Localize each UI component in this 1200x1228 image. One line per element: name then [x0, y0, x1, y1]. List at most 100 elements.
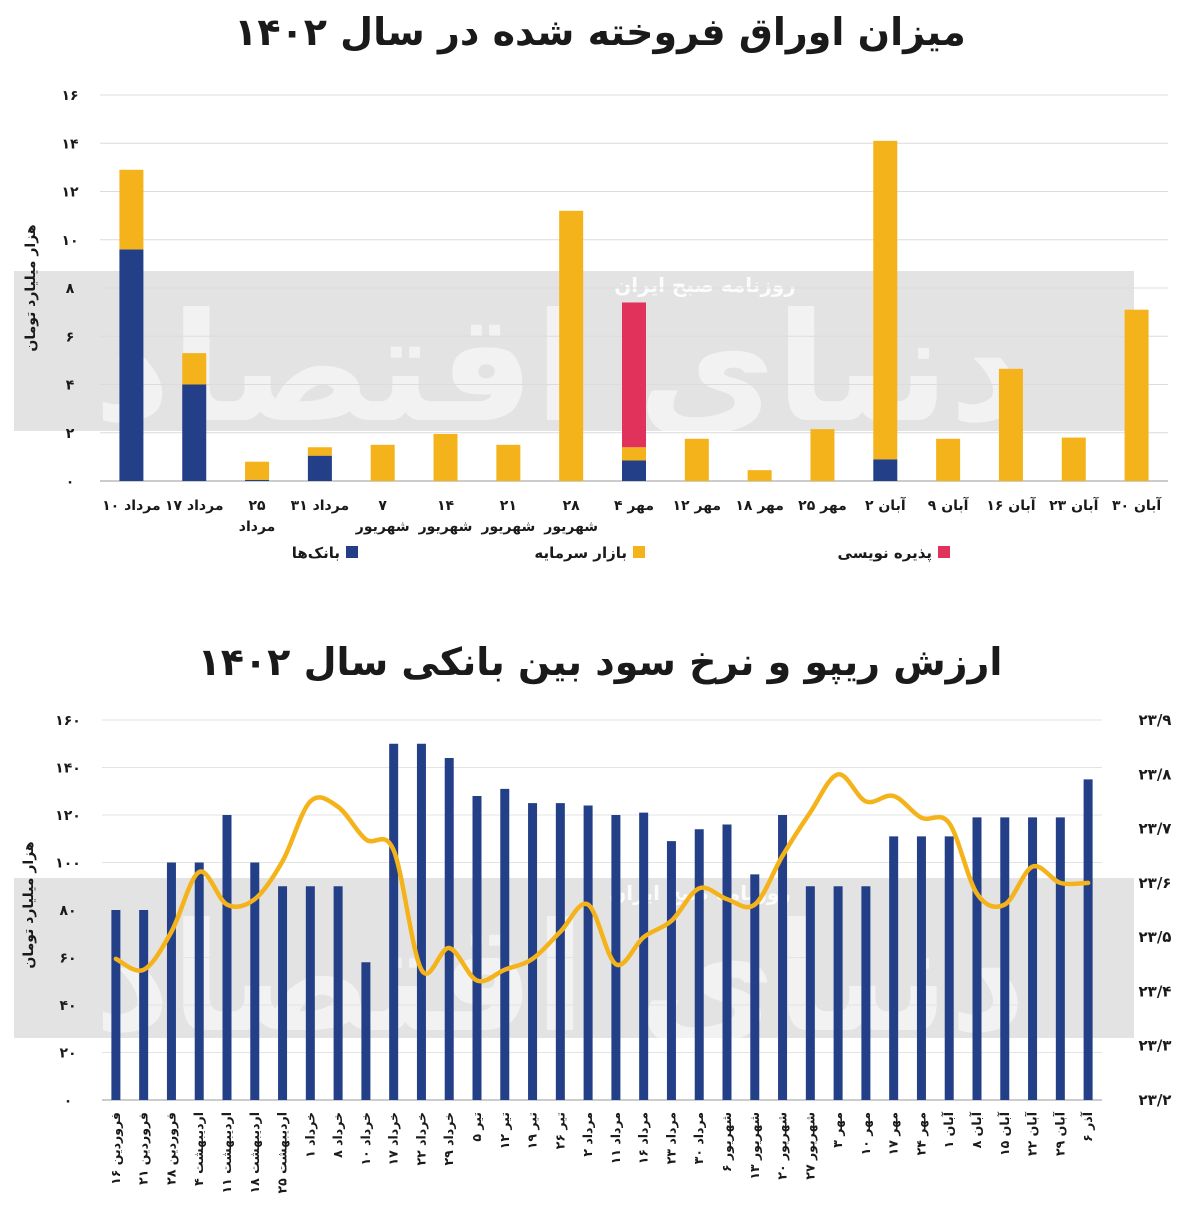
x-tick-label: ۱۳ شهریور [747, 1112, 762, 1180]
bar-1 [1061, 437, 1086, 481]
y-tick-label: ۶ [66, 329, 75, 345]
x-tick-label: ۲ مرداد [580, 1112, 595, 1157]
x-tick-label: ۲۵ [249, 498, 267, 514]
y-tick-label: ۸۰ [59, 903, 76, 919]
y-tick-label: ۰ [64, 1093, 73, 1109]
y2-tick-label: ۲۳/۵ [1139, 928, 1172, 946]
x-tick-label: ۲۶ تیر [552, 1112, 567, 1149]
y2-tick-label: ۲۳/۹ [1139, 711, 1172, 729]
repo-bar [333, 886, 343, 1100]
repo-bar [694, 829, 704, 1100]
chart2-title: ارزش ریپو و نرخ سود بین بانکی سال ۱۴۰۲ [197, 640, 1003, 684]
x-tick-label: مرداد [239, 519, 276, 535]
y2-tick-label: ۲۳/۶ [1139, 874, 1172, 892]
bar-1 [559, 210, 584, 482]
repo-bar [972, 817, 982, 1100]
repo-bar [111, 910, 121, 1100]
bar-1 [245, 461, 270, 480]
bar-1 [1124, 309, 1149, 481]
repo-bar [750, 874, 760, 1100]
y-tick-label: ۱۲۰ [55, 808, 81, 824]
x-tick-label: ۳۱ مرداد [291, 498, 350, 514]
y2-tick-label: ۲۳/۴ [1139, 982, 1172, 1000]
bar-1 [496, 444, 521, 481]
x-tick-label: ۱۶ فروردین [108, 1112, 123, 1185]
repo-bar [583, 805, 593, 1100]
x-tick-label: ۱ خرداد [302, 1112, 317, 1158]
repo-bar [416, 743, 426, 1100]
y2-tick-label: ۲۳/۳ [1139, 1037, 1172, 1055]
y-tick-label: ۰ [66, 474, 75, 490]
repo-bar [472, 796, 482, 1100]
repo-bar [944, 836, 954, 1100]
x-tick-label: ۳۰ مرداد [691, 1112, 706, 1164]
x-tick-label: ۱۹ تیر [525, 1112, 540, 1149]
repo-bar [1028, 817, 1038, 1100]
x-tick-label: ۱۲ تیر [497, 1112, 512, 1149]
bar-0 [119, 249, 144, 481]
x-tick-label: ۱۷ مرداد [165, 498, 224, 514]
bar-1 [684, 438, 709, 481]
repo-bar [722, 824, 732, 1100]
x-tick-label: ۱۱ اردیبهشت [219, 1112, 234, 1194]
bar-1 [307, 447, 332, 456]
x-tick-label: ۲۸ فروردین [163, 1112, 178, 1185]
y-axis-label: هزار میلیارد تومان [23, 224, 39, 351]
y-tick-label: ۱۰ [61, 233, 78, 249]
bar-2 [622, 302, 646, 448]
y-tick-label: ۱۴۰ [55, 761, 81, 777]
x-tick-label: ۱۸ اردیبهشت [247, 1112, 262, 1194]
repo-bar [555, 803, 565, 1100]
bar-1 [747, 470, 772, 481]
x-tick-label: شهریور [355, 519, 410, 535]
x-tick-label: ۱۴ [437, 498, 455, 514]
chart1-title: میزان اوراق فروخته شده در سال ۱۴۰۲ [234, 10, 966, 54]
bar-1 [433, 433, 458, 481]
legend-swatch [346, 546, 358, 558]
y-tick-label: ۱۶ [61, 88, 78, 104]
x-tick-label: ۷ [378, 498, 387, 514]
bar-0 [182, 384, 207, 481]
bar-1 [810, 429, 835, 481]
y-tick-label: ۱۲ [61, 185, 79, 201]
repo-bar [889, 836, 899, 1100]
x-tick-label: ۱۰ مرداد [102, 498, 161, 514]
x-tick-label: ۳ مهر [830, 1112, 845, 1148]
x-tick-label: ۲۳ آبان [1049, 496, 1099, 514]
y2-tick-label: ۲۳/۸ [1139, 765, 1172, 783]
legend-label: بازار سرمایه [534, 544, 627, 562]
x-tick-label: ۱۷ خرداد [386, 1112, 401, 1166]
x-tick-label: شهریور [543, 519, 598, 535]
x-tick-label: ۱ آبان [941, 1111, 956, 1148]
bar-0 [622, 460, 646, 481]
y2-tick-label: ۲۳/۲ [1139, 1091, 1172, 1109]
bar-1 [998, 368, 1023, 481]
x-tick-label: ۱۰ خرداد [358, 1112, 373, 1166]
repo-bar [833, 886, 843, 1100]
x-tick-label: ۹ آبان [928, 496, 970, 514]
x-tick-label: ۶ شهریور [719, 1112, 734, 1172]
repo-bar [305, 886, 315, 1100]
x-tick-label: ۲۱ فروردین [136, 1112, 151, 1185]
legend-label: پذیره نویسی [838, 544, 932, 563]
repo-bar [666, 841, 676, 1100]
repo-bar [194, 862, 204, 1100]
repo-bar [916, 836, 926, 1100]
y-tick-label: ۲ [66, 426, 75, 442]
repo-bar [222, 815, 232, 1100]
y-tick-label: ۱۰۰ [55, 856, 81, 872]
x-tick-label: ۲۰ شهریور [775, 1112, 790, 1180]
repo-bar [361, 962, 371, 1100]
x-tick-label: ۴ اردیبهشت [191, 1112, 206, 1186]
legend-label: بانک‌ها [292, 544, 340, 562]
x-tick-label: ۸ آبان [969, 1111, 984, 1148]
repo-bar [805, 886, 815, 1100]
bar-0 [873, 459, 898, 481]
x-tick-label: ۱۶ مرداد [636, 1112, 651, 1164]
repo-bar [278, 886, 288, 1100]
bar-0 [245, 479, 270, 481]
bar-1 [936, 438, 961, 481]
x-tick-label: ۲۵ اردیبهشت [275, 1112, 290, 1194]
